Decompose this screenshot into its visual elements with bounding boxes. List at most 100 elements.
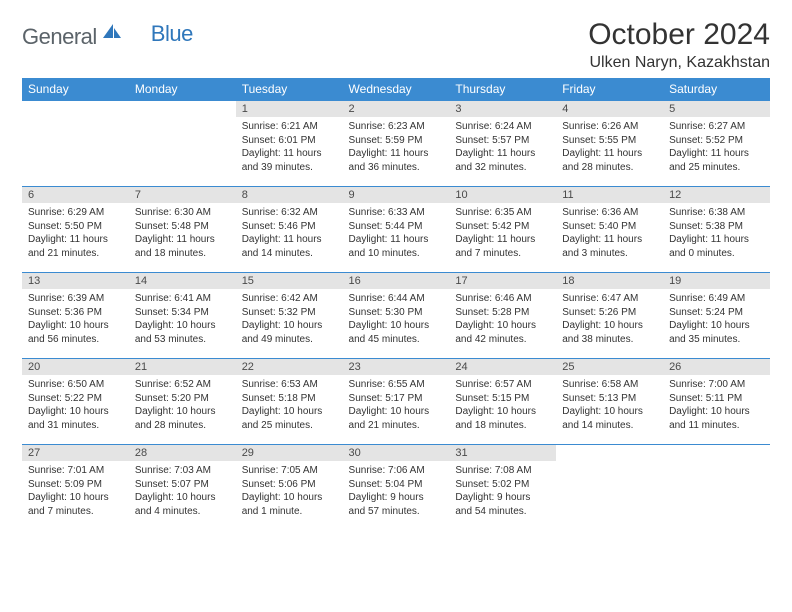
day-number: 10 [449,187,556,203]
calendar-day-cell: 5Sunrise: 6:27 AMSunset: 5:52 PMDaylight… [663,101,770,187]
calendar-day-cell: 16Sunrise: 6:44 AMSunset: 5:30 PMDayligh… [343,273,450,359]
calendar-day-cell: 13Sunrise: 6:39 AMSunset: 5:36 PMDayligh… [22,273,129,359]
day-number: 23 [343,359,450,375]
calendar-day-cell: 3Sunrise: 6:24 AMSunset: 5:57 PMDaylight… [449,101,556,187]
day-number: 15 [236,273,343,289]
calendar-day-cell: 22Sunrise: 6:53 AMSunset: 5:18 PMDayligh… [236,359,343,445]
day-details: Sunrise: 6:55 AMSunset: 5:17 PMDaylight:… [343,375,450,434]
calendar-week-row: 20Sunrise: 6:50 AMSunset: 5:22 PMDayligh… [22,359,770,445]
day-details: Sunrise: 7:01 AMSunset: 5:09 PMDaylight:… [22,461,129,520]
day-number: 21 [129,359,236,375]
logo-text-1: General [22,24,97,50]
calendar-day-cell: 14Sunrise: 6:41 AMSunset: 5:34 PMDayligh… [129,273,236,359]
logo-text-2: Blue [151,21,193,47]
calendar-week-row: 13Sunrise: 6:39 AMSunset: 5:36 PMDayligh… [22,273,770,359]
day-number: 12 [663,187,770,203]
weekday-header: Sunday [22,78,129,101]
calendar-day-cell: 19Sunrise: 6:49 AMSunset: 5:24 PMDayligh… [663,273,770,359]
day-details: Sunrise: 6:33 AMSunset: 5:44 PMDaylight:… [343,203,450,262]
day-details: Sunrise: 6:35 AMSunset: 5:42 PMDaylight:… [449,203,556,262]
day-number: 28 [129,445,236,461]
day-number: 13 [22,273,129,289]
calendar-day-cell: 6Sunrise: 6:29 AMSunset: 5:50 PMDaylight… [22,187,129,273]
day-details: Sunrise: 6:57 AMSunset: 5:15 PMDaylight:… [449,375,556,434]
day-details: Sunrise: 6:41 AMSunset: 5:34 PMDaylight:… [129,289,236,348]
day-number: 25 [556,359,663,375]
weekday-header: Wednesday [343,78,450,101]
day-details: Sunrise: 6:49 AMSunset: 5:24 PMDaylight:… [663,289,770,348]
calendar-day-cell: 4Sunrise: 6:26 AMSunset: 5:55 PMDaylight… [556,101,663,187]
calendar-day-cell: 25Sunrise: 6:58 AMSunset: 5:13 PMDayligh… [556,359,663,445]
calendar-day-cell: 17Sunrise: 6:46 AMSunset: 5:28 PMDayligh… [449,273,556,359]
day-details: Sunrise: 6:32 AMSunset: 5:46 PMDaylight:… [236,203,343,262]
day-details: Sunrise: 6:30 AMSunset: 5:48 PMDaylight:… [129,203,236,262]
day-number: 4 [556,101,663,117]
day-number: 5 [663,101,770,117]
day-details: Sunrise: 6:46 AMSunset: 5:28 PMDaylight:… [449,289,556,348]
weekday-header: Tuesday [236,78,343,101]
calendar-day-cell: 27Sunrise: 7:01 AMSunset: 5:09 PMDayligh… [22,445,129,531]
calendar-day-cell: 24Sunrise: 6:57 AMSunset: 5:15 PMDayligh… [449,359,556,445]
day-number: 17 [449,273,556,289]
calendar-empty-cell [556,445,663,531]
day-number: 9 [343,187,450,203]
calendar-day-cell: 8Sunrise: 6:32 AMSunset: 5:46 PMDaylight… [236,187,343,273]
calendar-empty-cell [663,445,770,531]
day-details: Sunrise: 6:24 AMSunset: 5:57 PMDaylight:… [449,117,556,176]
day-details: Sunrise: 6:27 AMSunset: 5:52 PMDaylight:… [663,117,770,176]
day-number: 8 [236,187,343,203]
day-details: Sunrise: 6:29 AMSunset: 5:50 PMDaylight:… [22,203,129,262]
day-number: 24 [449,359,556,375]
calendar-day-cell: 1Sunrise: 6:21 AMSunset: 6:01 PMDaylight… [236,101,343,187]
day-details: Sunrise: 7:06 AMSunset: 5:04 PMDaylight:… [343,461,450,520]
calendar-day-cell: 20Sunrise: 6:50 AMSunset: 5:22 PMDayligh… [22,359,129,445]
location-label: Ulken Naryn, Kazakhstan [588,54,770,72]
day-details: Sunrise: 6:38 AMSunset: 5:38 PMDaylight:… [663,203,770,262]
day-number: 14 [129,273,236,289]
day-number: 18 [556,273,663,289]
logo-sail-icon [101,20,123,46]
calendar-week-row: 1Sunrise: 6:21 AMSunset: 6:01 PMDaylight… [22,101,770,187]
calendar-day-cell: 18Sunrise: 6:47 AMSunset: 5:26 PMDayligh… [556,273,663,359]
day-details: Sunrise: 7:08 AMSunset: 5:02 PMDaylight:… [449,461,556,520]
calendar-week-row: 27Sunrise: 7:01 AMSunset: 5:09 PMDayligh… [22,445,770,531]
calendar-day-cell: 7Sunrise: 6:30 AMSunset: 5:48 PMDaylight… [129,187,236,273]
day-number: 20 [22,359,129,375]
calendar-day-cell: 2Sunrise: 6:23 AMSunset: 5:59 PMDaylight… [343,101,450,187]
calendar-empty-cell [129,101,236,187]
day-number: 1 [236,101,343,117]
calendar-day-cell: 23Sunrise: 6:55 AMSunset: 5:17 PMDayligh… [343,359,450,445]
calendar-day-cell: 26Sunrise: 7:00 AMSunset: 5:11 PMDayligh… [663,359,770,445]
calendar-empty-cell [22,101,129,187]
calendar-table: SundayMondayTuesdayWednesdayThursdayFrid… [22,78,770,531]
weekday-header: Thursday [449,78,556,101]
logo: General Blue [22,24,193,50]
page-header: General Blue October 2024 Ulken Naryn, K… [22,18,770,72]
calendar-header-row: SundayMondayTuesdayWednesdayThursdayFrid… [22,78,770,101]
day-number: 6 [22,187,129,203]
weekday-header: Monday [129,78,236,101]
day-number: 19 [663,273,770,289]
day-number: 30 [343,445,450,461]
day-number: 2 [343,101,450,117]
day-number: 26 [663,359,770,375]
day-details: Sunrise: 7:03 AMSunset: 5:07 PMDaylight:… [129,461,236,520]
day-number: 31 [449,445,556,461]
calendar-body: 1Sunrise: 6:21 AMSunset: 6:01 PMDaylight… [22,101,770,531]
day-number: 7 [129,187,236,203]
day-details: Sunrise: 6:50 AMSunset: 5:22 PMDaylight:… [22,375,129,434]
day-details: Sunrise: 6:47 AMSunset: 5:26 PMDaylight:… [556,289,663,348]
weekday-header: Saturday [663,78,770,101]
day-details: Sunrise: 6:21 AMSunset: 6:01 PMDaylight:… [236,117,343,176]
calendar-day-cell: 9Sunrise: 6:33 AMSunset: 5:44 PMDaylight… [343,187,450,273]
day-details: Sunrise: 7:05 AMSunset: 5:06 PMDaylight:… [236,461,343,520]
calendar-day-cell: 12Sunrise: 6:38 AMSunset: 5:38 PMDayligh… [663,187,770,273]
calendar-day-cell: 10Sunrise: 6:35 AMSunset: 5:42 PMDayligh… [449,187,556,273]
day-number: 22 [236,359,343,375]
day-number: 16 [343,273,450,289]
calendar-day-cell: 29Sunrise: 7:05 AMSunset: 5:06 PMDayligh… [236,445,343,531]
day-number: 3 [449,101,556,117]
title-block: October 2024 Ulken Naryn, Kazakhstan [588,18,770,72]
day-details: Sunrise: 6:52 AMSunset: 5:20 PMDaylight:… [129,375,236,434]
calendar-day-cell: 31Sunrise: 7:08 AMSunset: 5:02 PMDayligh… [449,445,556,531]
